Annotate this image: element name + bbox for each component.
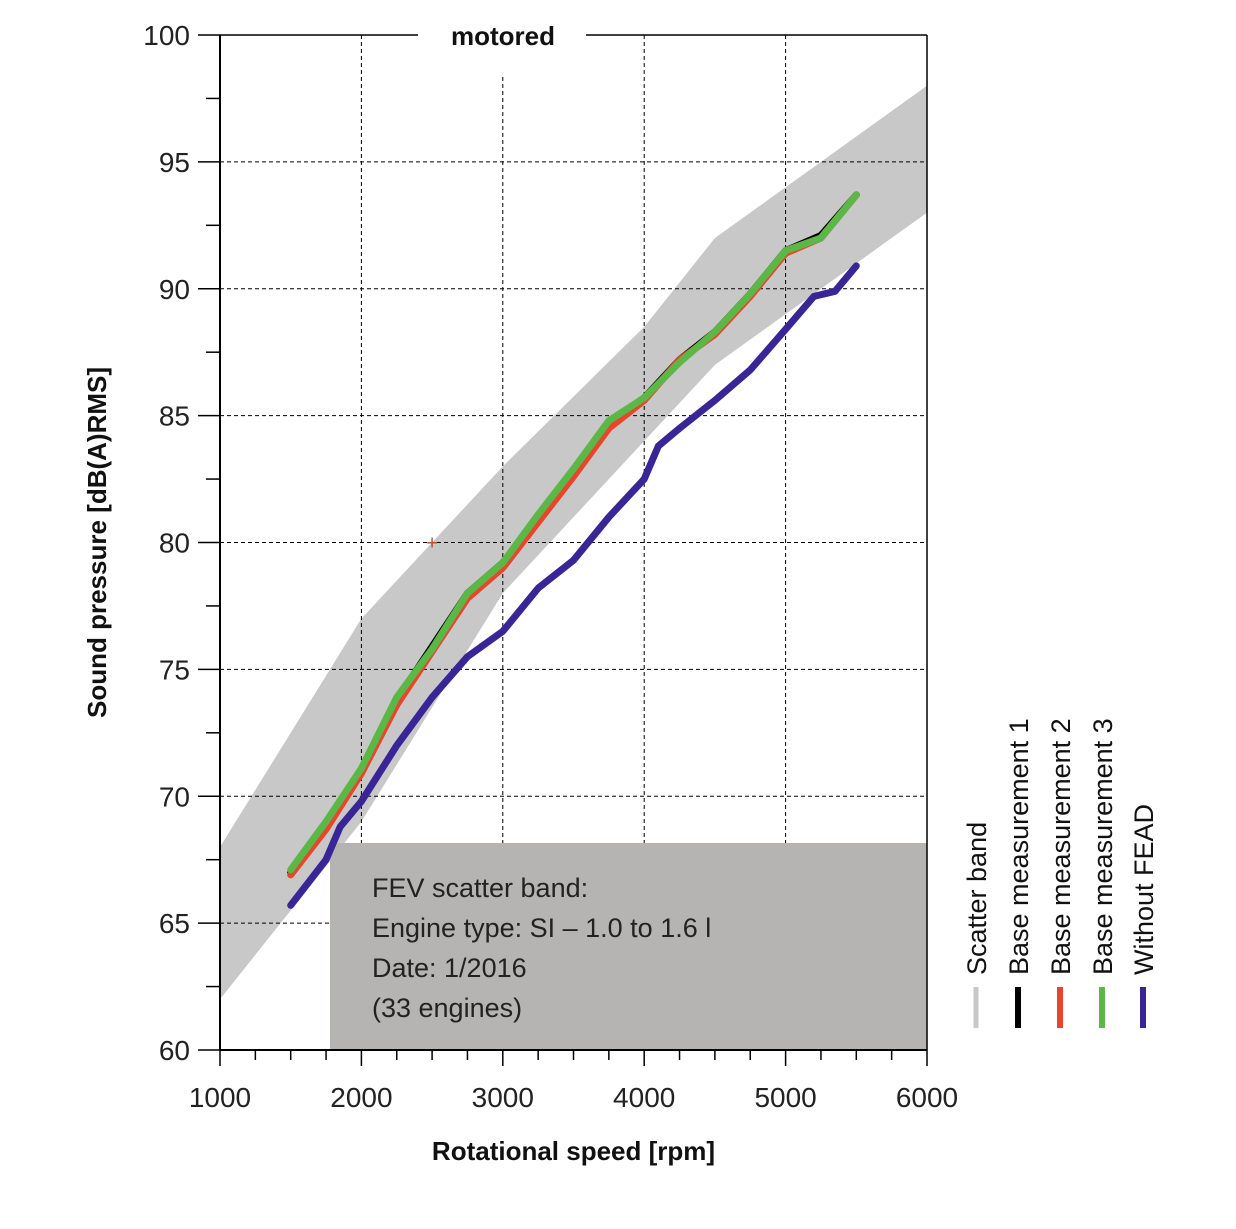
x-tick-label-1: 2000 bbox=[330, 1082, 392, 1113]
x-tick-label-4: 5000 bbox=[754, 1082, 816, 1113]
y-tick-label-5: 85 bbox=[159, 401, 190, 432]
info-line-2: Engine type: SI – 1.0 to 1.6 l bbox=[372, 913, 711, 943]
y-tick-label-8: 100 bbox=[143, 20, 190, 51]
y-tick-label-2: 70 bbox=[159, 781, 190, 812]
info-line-1: FEV scatter band: bbox=[372, 873, 588, 903]
title-background bbox=[418, 18, 586, 76]
y-tick-label-3: 75 bbox=[159, 654, 190, 685]
series-without-fead bbox=[287, 262, 860, 909]
y-tick-label-1: 65 bbox=[159, 908, 190, 939]
x-tick-label-2: 3000 bbox=[472, 1082, 534, 1113]
series-layer bbox=[287, 191, 860, 909]
plus-marker: + bbox=[426, 533, 438, 555]
legend-label-2: Base measurement 1 bbox=[1004, 718, 1034, 975]
legend-label-1: Scatter band bbox=[962, 822, 992, 975]
info-box bbox=[330, 843, 927, 1050]
y-tick-label-6: 90 bbox=[159, 274, 190, 305]
scatter-band-layer bbox=[220, 85, 927, 1000]
scatter-band-area bbox=[220, 85, 927, 1000]
x-tick-label-3: 4000 bbox=[613, 1082, 675, 1113]
legend-label-5: Without FEAD bbox=[1129, 804, 1159, 975]
chart-title: motored bbox=[451, 21, 555, 51]
legend-label-4: Base measurement 3 bbox=[1088, 718, 1118, 975]
x-tick-label-5: 6000 bbox=[896, 1082, 958, 1113]
y-tick-label-7: 95 bbox=[159, 147, 190, 178]
annotation-layer: FEV scatter band: Engine type: SI – 1.0 … bbox=[330, 843, 927, 1050]
y-tick-label-4: 80 bbox=[159, 528, 190, 559]
info-line-4: (33 engines) bbox=[372, 993, 522, 1023]
x-axis-label: Rotational speed [rpm] bbox=[432, 1136, 715, 1166]
x-tick-label-0: 1000 bbox=[189, 1082, 251, 1113]
legend-label-3: Base measurement 2 bbox=[1046, 718, 1076, 975]
tick-label-layer: 60 65 70 75 80 85 90 95 100 1000 2000 3000 4000 5000 6… bbox=[143, 20, 958, 1113]
y-tick-label-0: 60 bbox=[159, 1035, 190, 1066]
info-line-3: Date: 1/2016 bbox=[372, 953, 527, 983]
series-base-measurement-3 bbox=[287, 191, 860, 874]
legend: Scatter band Base measurement 1 Base measu… bbox=[962, 718, 1159, 1028]
y-axis-label: Sound pressure [dB(A)RMS] bbox=[82, 367, 112, 718]
